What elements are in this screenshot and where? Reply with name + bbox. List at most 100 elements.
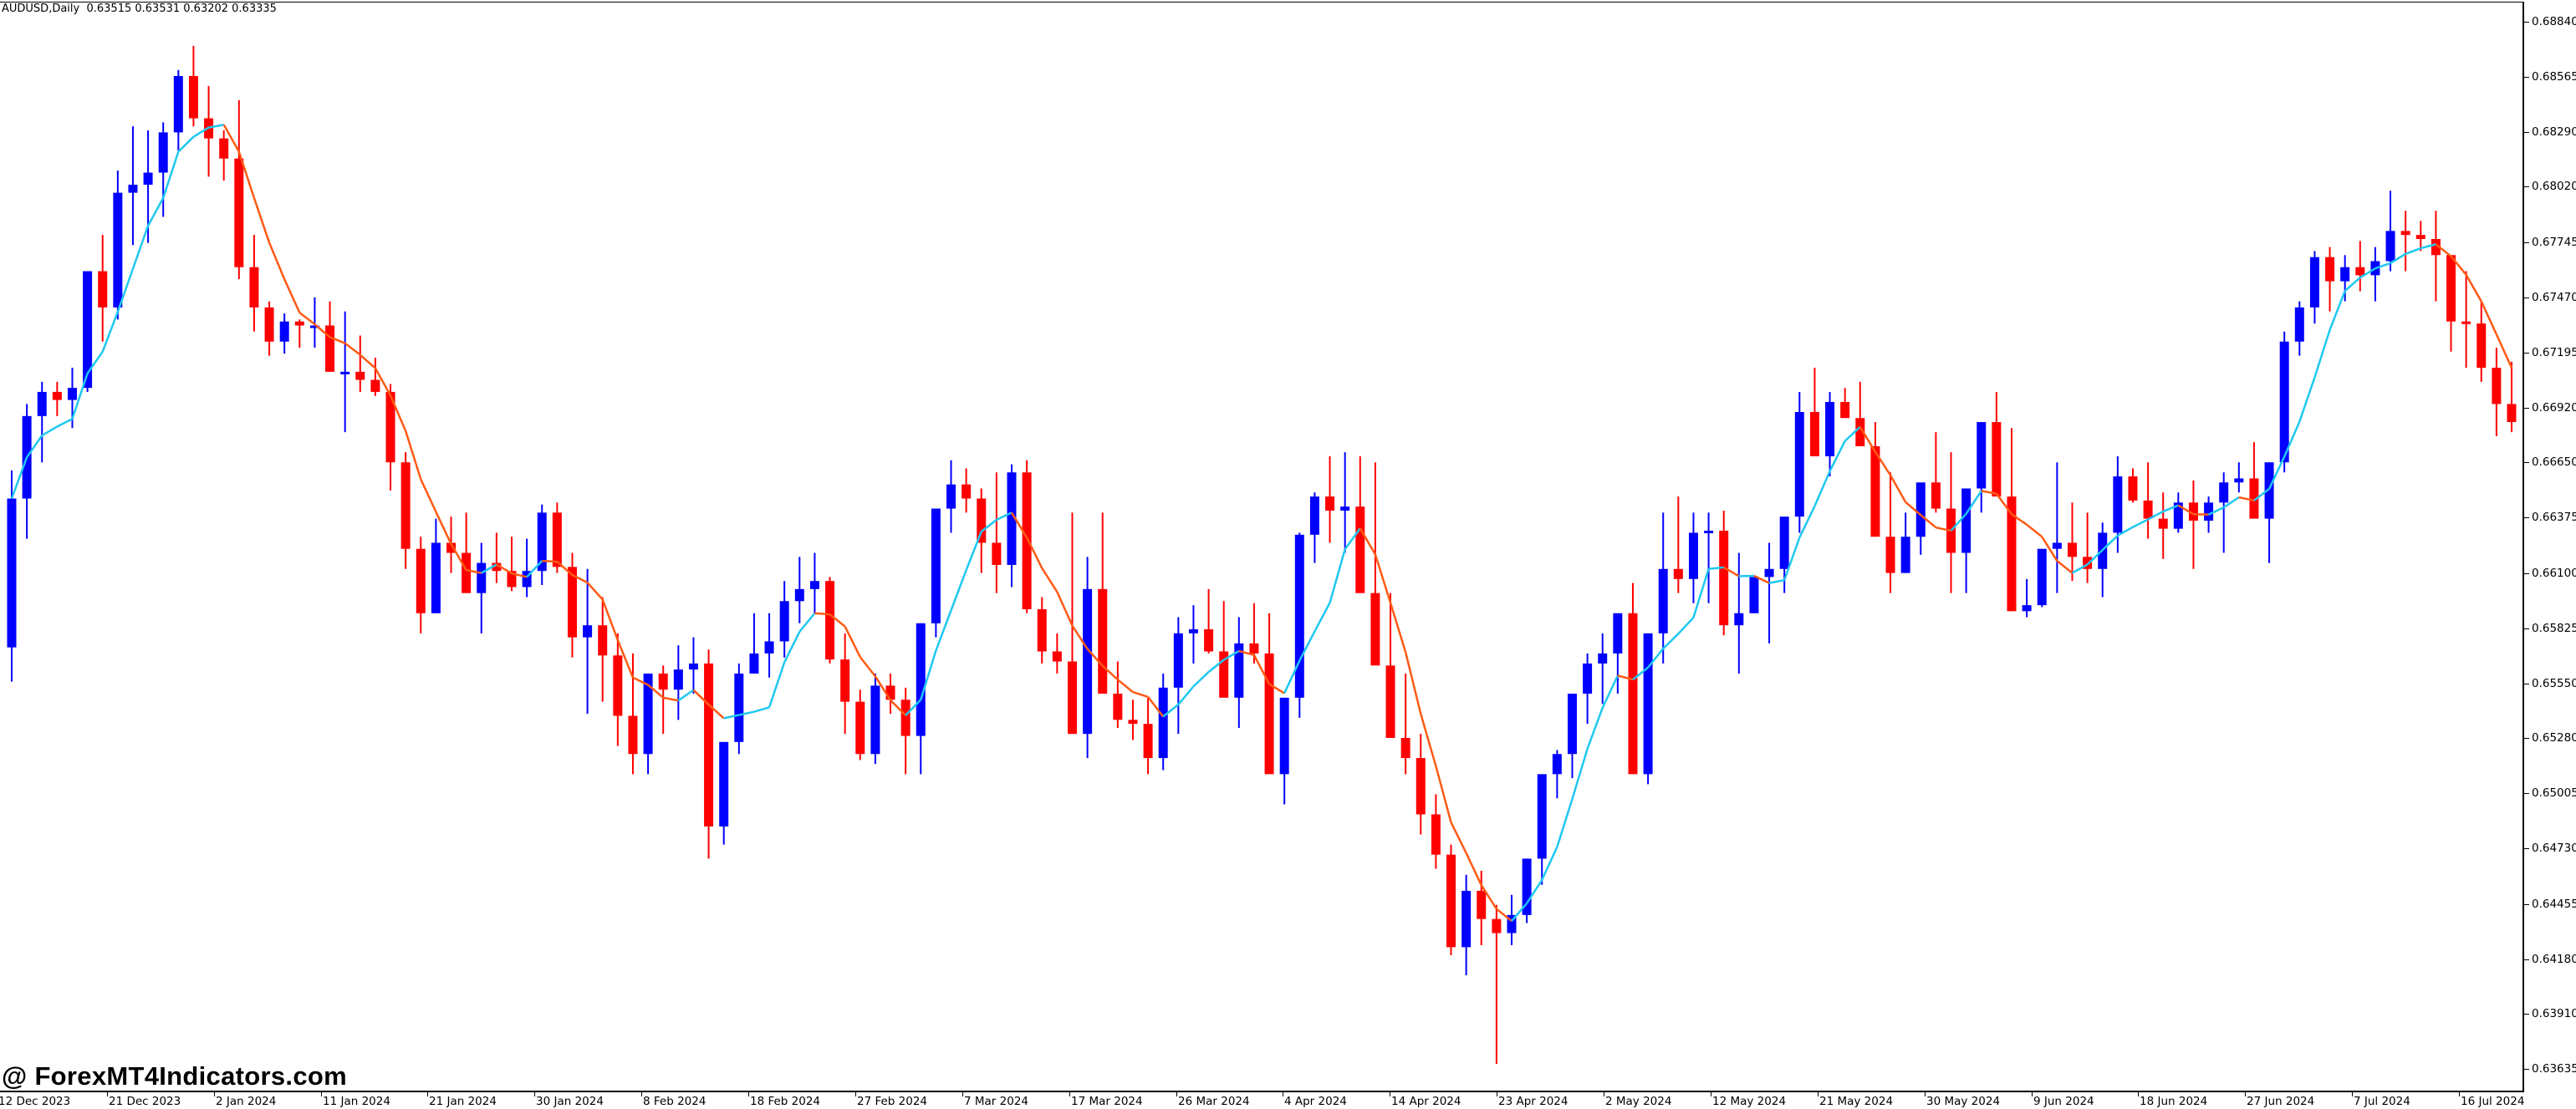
moving-average-line — [2208, 506, 2225, 516]
bear-candle — [2492, 347, 2502, 436]
price-label: 0.63635 — [2532, 1062, 2576, 1076]
moving-average-line — [1162, 704, 1180, 718]
bear-candle — [1492, 904, 1502, 1064]
date-label: 30 May 2024 — [1926, 1095, 2001, 1108]
moving-average-line — [450, 543, 467, 571]
date-label: 21 Jan 2024 — [429, 1095, 497, 1108]
bear-candle — [1809, 368, 1819, 456]
bull-candle — [809, 552, 819, 613]
moving-average-line — [632, 676, 649, 686]
moving-average-line — [996, 511, 1013, 521]
bull-candle — [1158, 673, 1168, 771]
bull-candle — [1188, 605, 1198, 664]
moving-average-line — [2223, 496, 2240, 509]
moving-average-line — [101, 311, 120, 353]
moving-average-line — [1920, 514, 1937, 529]
bear-candle — [613, 633, 623, 746]
date-tick — [427, 1092, 428, 1096]
price-tick — [2524, 462, 2529, 463]
price-tick — [2524, 353, 2529, 354]
date-tick — [2459, 1092, 2460, 1096]
bear-candle — [325, 301, 335, 372]
moving-average-line — [344, 342, 361, 356]
moving-average-line — [86, 351, 104, 374]
date-tick — [2138, 1092, 2139, 1096]
bear-candle — [1325, 455, 1335, 543]
bull-candle — [340, 311, 350, 433]
bull-candle — [1173, 617, 1183, 735]
plot-area[interactable] — [0, 2, 2524, 1092]
bear-candle — [1067, 512, 1077, 735]
bull-candle — [1340, 452, 1350, 553]
date-label: 21 Dec 2023 — [109, 1095, 181, 1108]
date-label: 11 Jan 2024 — [323, 1095, 390, 1108]
date-tick — [962, 1092, 963, 1096]
date-tick — [534, 1092, 535, 1096]
moving-average-line — [10, 456, 28, 499]
bear-candle — [992, 472, 1002, 593]
price-label: 0.67470 — [2532, 291, 2576, 304]
bear-candle — [1113, 661, 1123, 728]
date-tick — [1069, 1092, 1070, 1096]
moving-average-line — [1071, 624, 1089, 650]
moving-average-line — [1389, 602, 1407, 653]
moving-average-line — [707, 704, 725, 720]
bull-candle — [688, 637, 698, 694]
bear-candle — [1840, 388, 1850, 419]
moving-average-line — [2344, 277, 2361, 293]
date-tick — [641, 1092, 642, 1096]
moving-average-line — [1692, 568, 1710, 618]
bull-candle — [1915, 482, 1926, 555]
moving-average-line — [980, 519, 997, 533]
bull-candle — [1794, 391, 1804, 533]
price-tick — [2524, 738, 2529, 739]
date-tick — [2032, 1092, 2033, 1096]
moving-average-line — [1995, 493, 2013, 516]
date-label: 4 Apr 2024 — [1284, 1095, 1347, 1108]
moving-average-line — [1344, 527, 1361, 550]
moving-average-line — [389, 394, 407, 432]
price-label: 0.65825 — [2532, 622, 2576, 635]
price-label: 0.67745 — [2532, 236, 2576, 249]
moving-average-line — [1844, 425, 1861, 442]
price-label: 0.68290 — [2532, 125, 2576, 139]
date-tick — [321, 1092, 322, 1096]
bear-candle — [1385, 593, 1395, 738]
moving-average-line — [829, 613, 846, 628]
bull-candle — [1552, 750, 1562, 799]
bull-candle — [2022, 578, 2032, 618]
bear-candle — [2083, 512, 2093, 583]
bull-candle — [477, 542, 487, 633]
bear-candle — [598, 597, 608, 702]
bull-candle — [2173, 492, 2183, 533]
price-label: 0.66920 — [2532, 401, 2576, 415]
bear-candle — [2067, 502, 2077, 582]
moving-average-line — [329, 336, 346, 344]
bear-candle — [1098, 512, 1108, 694]
moving-average-line — [859, 656, 876, 678]
price-tick — [2524, 904, 2529, 905]
bear-candle — [1355, 455, 1365, 593]
date-label: 14 Apr 2024 — [1391, 1095, 1461, 1108]
date-label: 30 Jan 2024 — [536, 1095, 604, 1108]
bull-candle — [37, 381, 47, 463]
moving-average-line — [2041, 536, 2058, 562]
moving-average-line — [1435, 766, 1452, 823]
moving-average-line — [237, 151, 256, 199]
moving-average-line — [252, 197, 271, 243]
moving-average-line — [283, 278, 301, 313]
date-label: 16 Jul 2024 — [2461, 1095, 2525, 1108]
date-tick — [1925, 1092, 1926, 1096]
date-tick — [214, 1092, 215, 1096]
moving-average-line — [1374, 554, 1392, 603]
moving-average-line — [935, 609, 952, 651]
bear-candle — [1370, 462, 1380, 666]
price-label: 0.65280 — [2532, 731, 2576, 745]
moving-average-line — [2132, 518, 2149, 528]
moving-average-line — [1541, 846, 1558, 881]
price-label: 0.63910 — [2532, 1007, 2576, 1020]
bull-candle — [1294, 532, 1304, 718]
moving-average-line — [1859, 426, 1876, 453]
moving-average-line — [511, 572, 528, 578]
